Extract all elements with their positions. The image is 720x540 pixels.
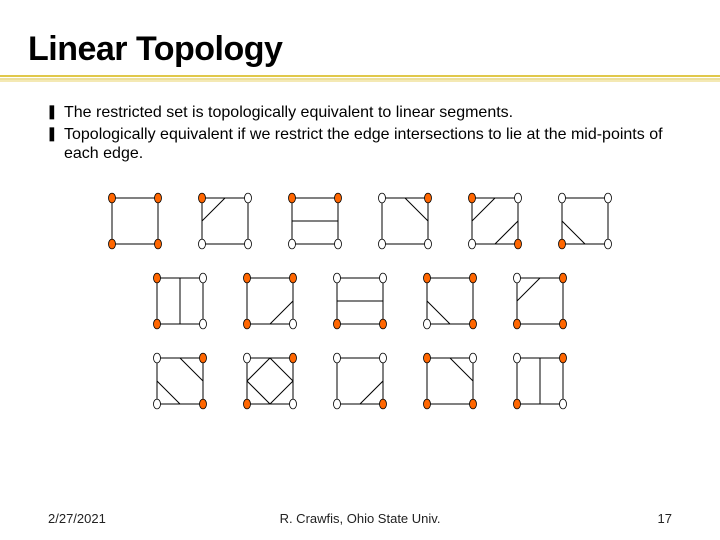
marching-square-cell (329, 270, 391, 332)
marching-square-cell (149, 350, 211, 412)
marching-square-cell (284, 190, 346, 252)
diagram-row (149, 270, 571, 332)
marching-square-cell (149, 270, 211, 332)
footer-page: 17 (658, 511, 672, 526)
title-underline (0, 75, 720, 85)
bullet-text: The restricted set is topologically equi… (64, 103, 682, 123)
marching-square-cell (509, 350, 571, 412)
marching-square-cell (374, 190, 436, 252)
diagram-row (104, 190, 616, 252)
bullet-marker-icon: ❚ (46, 103, 64, 120)
footer-date: 2/27/2021 (48, 511, 106, 526)
marching-square-cell (419, 350, 481, 412)
bullet-list: ❚The restricted set is topologically equ… (46, 103, 682, 164)
marching-square-cell (239, 270, 301, 332)
bullet-text: Topologically equivalent if we restrict … (64, 125, 682, 164)
marching-square-cell (554, 190, 616, 252)
footer: 2/27/2021 R. Crawfis, Ohio State Univ. 1… (0, 511, 720, 526)
slide-title: Linear Topology (28, 30, 692, 69)
diagram-area (28, 190, 692, 412)
marching-square-cell (464, 190, 526, 252)
diagram-row (149, 350, 571, 412)
marching-square-cell (194, 190, 256, 252)
bullet-marker-icon: ❚ (46, 125, 64, 142)
marching-square-cell (239, 350, 301, 412)
marching-square-cell (419, 270, 481, 332)
marching-square-cell (509, 270, 571, 332)
marching-square-cell (329, 350, 391, 412)
footer-credit: R. Crawfis, Ohio State Univ. (280, 511, 441, 526)
marching-square-cell (104, 190, 166, 252)
bullet-item: ❚The restricted set is topologically equ… (46, 103, 682, 123)
bullet-item: ❚Topologically equivalent if we restrict… (46, 125, 682, 164)
